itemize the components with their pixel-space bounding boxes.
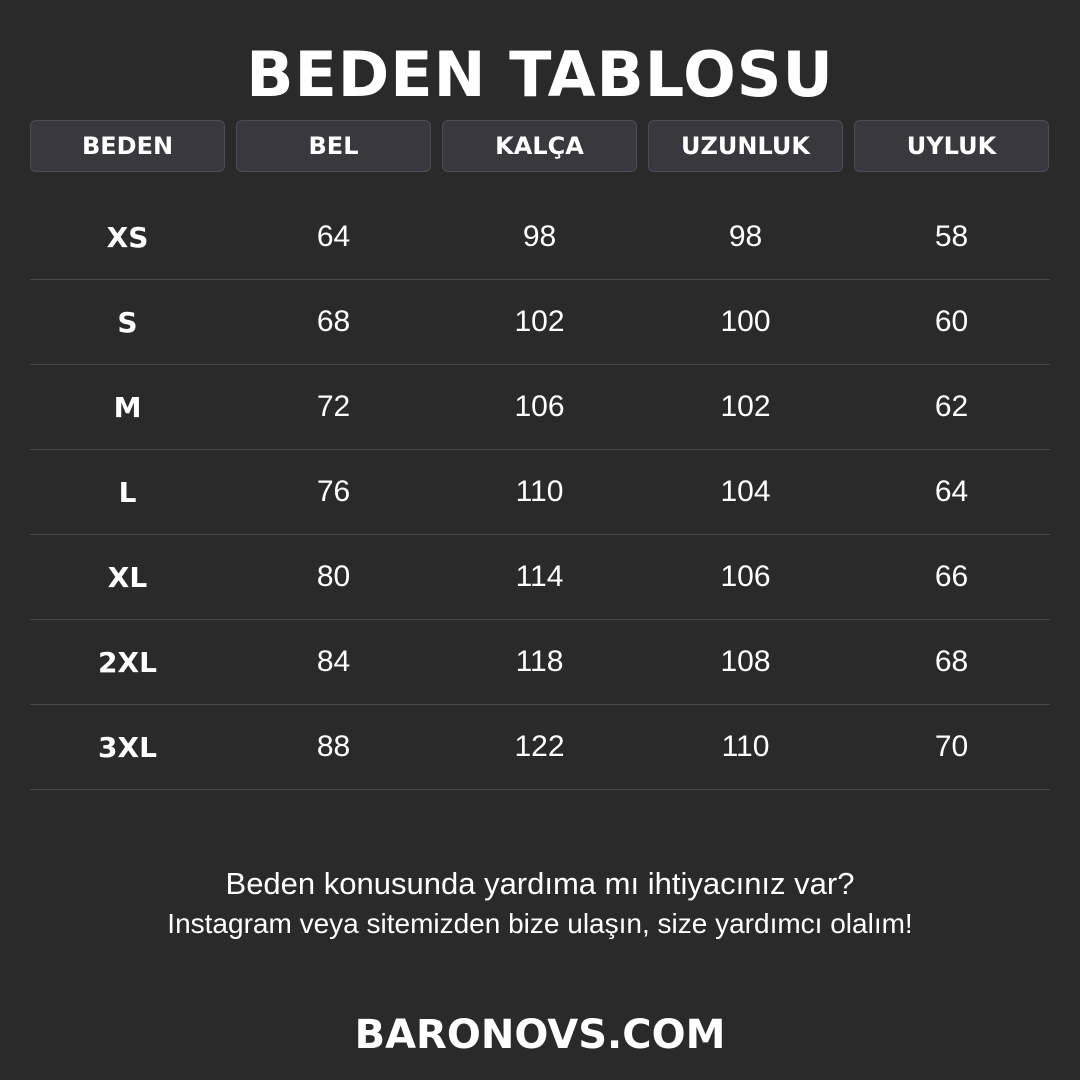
table-row: 2XL 84 118 108 68 — [30, 620, 1050, 705]
cell-size: XS — [106, 220, 149, 254]
size-table-body: XS 64 98 98 58 S 68 102 100 60 M 72 106 102 62 L 76 110 10… — [30, 195, 1050, 790]
page-title: BEDEN TABLOSU — [246, 38, 834, 111]
cell-kalca: 98 — [522, 220, 557, 253]
header-uyluk: UYLUK — [854, 120, 1049, 172]
cell-uyluk: 60 — [934, 305, 969, 338]
cell-uzunluk: 106 — [720, 560, 771, 593]
cell-uyluk: 68 — [934, 645, 969, 678]
help-question: Beden konusunda yardıma mı ihtiyacınız v… — [225, 866, 855, 901]
cell-size: L — [118, 475, 137, 509]
help-contact: Instagram veya sitemizden bize ulaşın, s… — [167, 908, 913, 939]
cell-uyluk: 64 — [934, 475, 969, 508]
table-row: XS 64 98 98 58 — [30, 195, 1050, 280]
brand-website: BARONOVS.COM — [354, 1012, 726, 1058]
cell-uyluk: 66 — [934, 560, 969, 593]
cell-size: S — [117, 305, 138, 339]
cell-kalca: 110 — [515, 475, 564, 508]
cell-size: 2XL — [98, 645, 157, 679]
cell-kalca: 106 — [514, 390, 565, 423]
cell-uyluk: 58 — [934, 220, 969, 253]
header-kalca: KALÇA — [442, 120, 637, 172]
cell-uzunluk: 100 — [720, 305, 771, 338]
cell-kalca: 122 — [514, 730, 565, 763]
cell-uzunluk: 110 — [721, 730, 770, 763]
table-row: XL 80 114 106 66 — [30, 535, 1050, 620]
table-row: S 68 102 100 60 — [30, 280, 1050, 365]
table-header: BEDEN BEL KALÇA UZUNLUK UYLUK — [30, 120, 1050, 172]
cell-size: M — [113, 390, 142, 424]
header-beden: BEDEN — [30, 120, 225, 172]
cell-bel: 68 — [316, 305, 351, 338]
cell-bel: 72 — [316, 390, 351, 423]
cell-uyluk: 62 — [934, 390, 969, 423]
cell-kalca: 102 — [514, 305, 565, 338]
cell-bel: 76 — [316, 475, 351, 508]
cell-kalca: 118 — [515, 645, 564, 678]
table-row: L 76 110 104 64 — [30, 450, 1050, 535]
cell-kalca: 114 — [515, 560, 564, 593]
cell-uzunluk: 108 — [720, 645, 771, 678]
cell-uzunluk: 102 — [720, 390, 771, 423]
table-row: 3XL 88 122 110 70 — [30, 705, 1050, 790]
cell-bel: 88 — [316, 730, 351, 763]
cell-bel: 84 — [316, 645, 351, 678]
header-bel: BEL — [236, 120, 431, 172]
cell-size: XL — [107, 560, 148, 594]
header-uzunluk: UZUNLUK — [648, 120, 843, 172]
cell-size: 3XL — [98, 730, 157, 764]
cell-uzunluk: 104 — [720, 475, 771, 508]
table-row: M 72 106 102 62 — [30, 365, 1050, 450]
cell-uzunluk: 98 — [728, 220, 763, 253]
cell-bel: 64 — [316, 220, 351, 253]
cell-bel: 80 — [316, 560, 351, 593]
cell-uyluk: 70 — [934, 730, 969, 763]
